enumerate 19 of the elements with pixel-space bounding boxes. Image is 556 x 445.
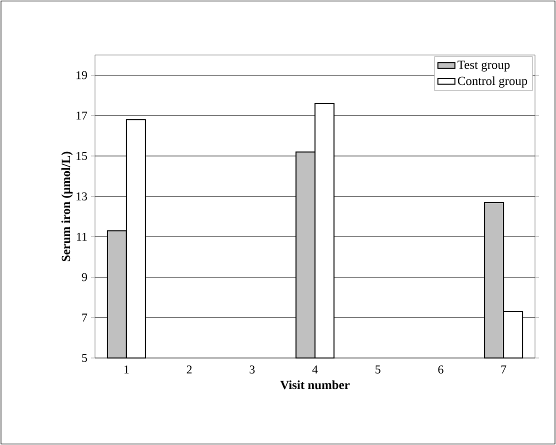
x-tick-label: 6: [438, 366, 444, 374]
y-tick-label: 15: [76, 152, 88, 160]
y-tick-label: 13: [76, 192, 88, 200]
x-tick-label: 5: [376, 366, 380, 374]
x-tick-label: 4: [312, 366, 318, 374]
y-tick-label: 9: [82, 273, 87, 282]
x-tick-label: 2: [186, 366, 192, 374]
legend-label: Test group: [458, 60, 510, 72]
y-tick-label: 11: [77, 232, 87, 241]
y-tick-label: 17: [76, 112, 88, 120]
y-tick-label: 19: [76, 71, 87, 80]
x-tick-label: 7: [501, 366, 506, 374]
y-tick-label: 7: [82, 314, 88, 322]
y-tick-label: 5: [82, 354, 88, 362]
y-axis-title: Serum iron (μmol/L): [61, 152, 73, 262]
x-tick-label: 1: [124, 366, 129, 374]
x-tick-label: 3: [250, 366, 255, 374]
x-axis-title: Visit number: [280, 380, 350, 390]
legend-label: Control group: [458, 76, 528, 88]
